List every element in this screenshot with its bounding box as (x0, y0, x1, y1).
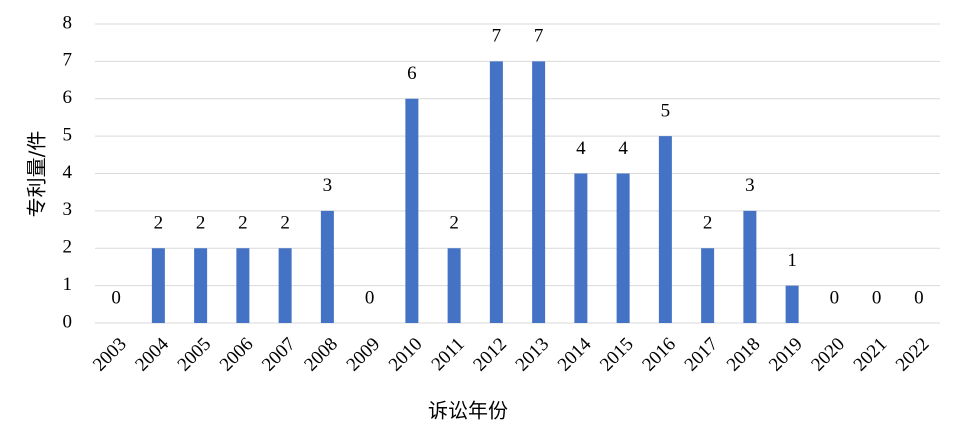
y-tick-label: 6 (63, 87, 73, 108)
bar (616, 173, 630, 323)
bar (236, 248, 250, 323)
bar (532, 61, 546, 323)
x-tick-label: 2015 (596, 334, 638, 376)
x-tick-label: 2009 (343, 334, 385, 376)
data-label: 2 (280, 213, 290, 234)
data-label: 0 (365, 287, 375, 308)
data-label: 4 (618, 138, 628, 159)
bar (447, 248, 461, 323)
x-tick-label: 2007 (258, 334, 300, 376)
x-tick-label: 2020 (807, 334, 849, 376)
y-axis-label: 专利量/件 (25, 131, 49, 218)
data-label: 6 (407, 63, 417, 84)
x-tick-label: 2019 (765, 334, 807, 376)
bar (785, 285, 799, 323)
bar (743, 210, 757, 323)
x-tick-label: 2010 (385, 334, 427, 376)
data-label: 3 (745, 175, 755, 196)
x-tick-label: 2012 (469, 334, 511, 376)
data-label: 0 (830, 287, 840, 308)
bar (151, 248, 165, 323)
x-tick-label: 2014 (554, 333, 596, 375)
data-label: 2 (154, 213, 164, 234)
data-label: 2 (703, 213, 713, 234)
x-tick-label: 2022 (892, 334, 934, 376)
data-label: 0 (872, 287, 882, 308)
x-tick-label: 2016 (638, 334, 680, 376)
x-tick-label: 2021 (850, 334, 892, 376)
y-tick-label: 8 (63, 12, 73, 33)
x-tick-label: 2008 (300, 334, 342, 376)
data-label: 0 (914, 287, 924, 308)
x-tick-label: 2005 (174, 334, 216, 376)
x-axis-label: 诉讼年份 (428, 399, 508, 423)
data-label: 2 (449, 213, 459, 234)
data-label: 7 (534, 26, 544, 47)
bar (489, 61, 503, 323)
data-label: 2 (196, 213, 206, 234)
y-tick-label: 3 (63, 199, 73, 220)
bar (278, 248, 292, 323)
bar (701, 248, 715, 323)
x-tick-label: 2003 (89, 334, 131, 376)
data-label: 2 (238, 213, 248, 234)
y-tick-label: 1 (63, 274, 73, 295)
bar (194, 248, 208, 323)
x-tick-label: 2004 (131, 333, 173, 375)
x-tick-label: 2017 (681, 334, 723, 376)
x-tick-label: 2011 (428, 334, 469, 375)
bar (320, 210, 334, 323)
data-label: 0 (111, 287, 121, 308)
y-tick-label: 2 (63, 237, 73, 258)
y-tick-label: 4 (63, 162, 73, 183)
y-tick-label: 5 (63, 124, 73, 145)
y-tick-label: 7 (63, 50, 73, 71)
data-label: 3 (323, 175, 333, 196)
x-tick-label: 2006 (216, 334, 258, 376)
bar (574, 173, 588, 323)
x-tick-label: 2018 (723, 334, 765, 376)
y-tick-label: 0 (63, 311, 73, 332)
data-label: 4 (576, 138, 586, 159)
x-tick-label: 2013 (512, 334, 554, 376)
bar (658, 136, 672, 323)
bar (405, 98, 419, 323)
data-label: 7 (492, 26, 502, 47)
data-label: 5 (661, 100, 671, 121)
data-label: 1 (787, 250, 797, 271)
